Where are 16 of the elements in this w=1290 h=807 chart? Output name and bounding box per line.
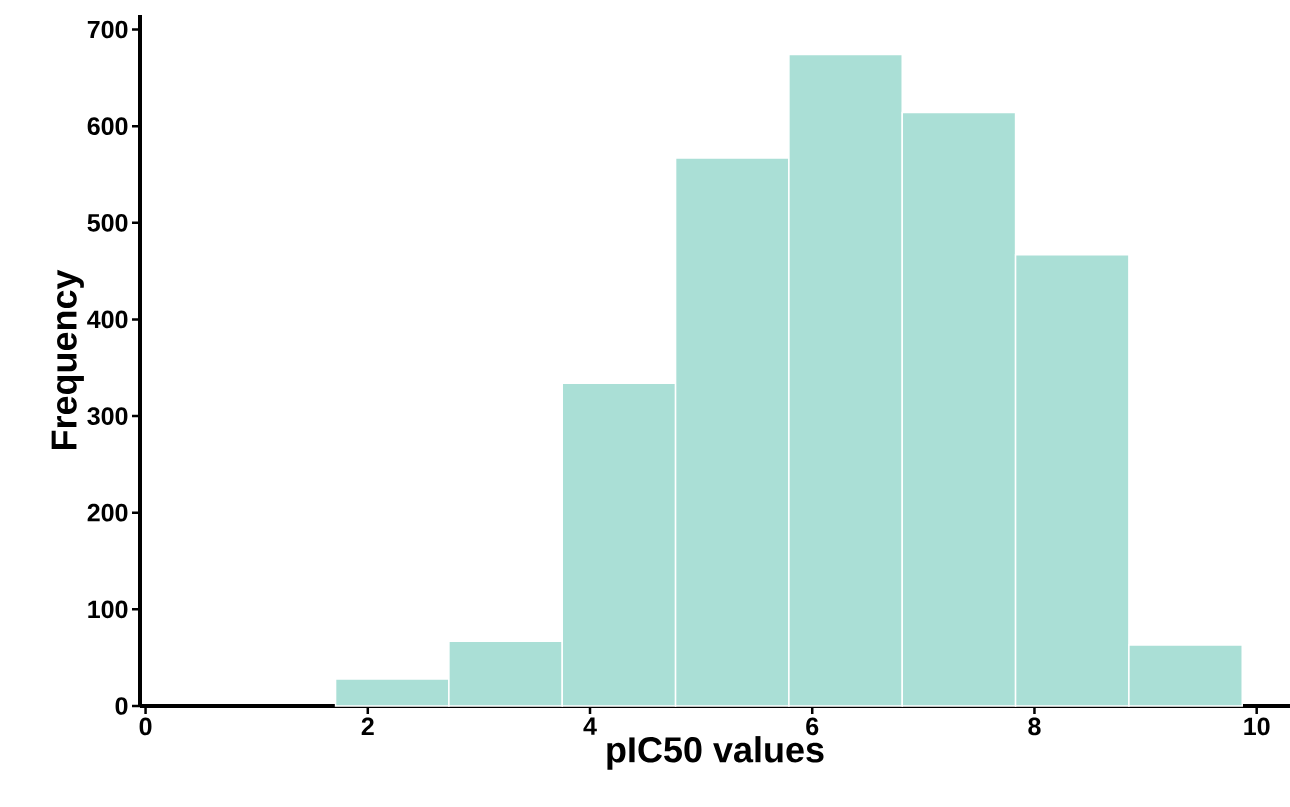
y-axis-title: Frequency [51,269,84,450]
x-tick-label: 10 [1244,717,1270,736]
x-axis-title: pIC50 values [607,736,824,770]
y-tick-label: 700 [87,20,128,39]
y-tick-label: 500 [87,213,128,232]
x-tick-label: 8 [1028,717,1041,736]
x-tick-label: 4 [583,717,597,735]
y-tick-label: 0 [115,697,128,715]
y-tick-label: 100 [88,600,128,619]
y-tick-label: 400 [87,310,128,329]
y-tick-label: 200 [87,503,128,522]
y-tick-label: 300 [87,407,128,425]
x-tick-label: 0 [139,717,152,736]
x-tick-label: 2 [361,717,374,735]
y-tick-label: 600 [87,117,128,135]
x-tick-label: 6 [806,717,819,736]
